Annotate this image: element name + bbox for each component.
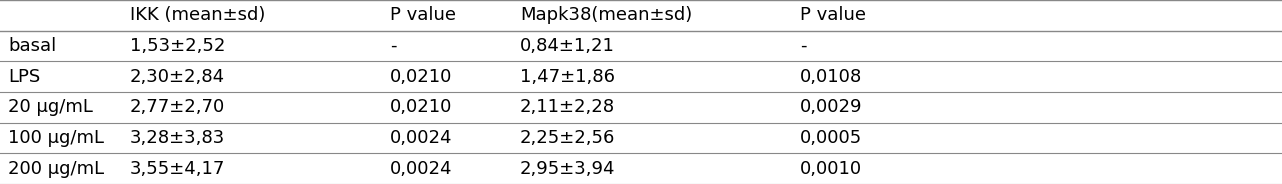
Text: -: -: [390, 37, 396, 55]
Text: basal: basal: [8, 37, 56, 55]
Text: 1,47±1,86: 1,47±1,86: [520, 68, 615, 86]
Text: Mapk38(mean±sd): Mapk38(mean±sd): [520, 6, 692, 24]
Text: 2,95±3,94: 2,95±3,94: [520, 160, 615, 178]
Text: 2,25±2,56: 2,25±2,56: [520, 129, 615, 147]
Text: 0,0024: 0,0024: [390, 129, 453, 147]
Text: 3,28±3,83: 3,28±3,83: [129, 129, 226, 147]
Text: 0,0108: 0,0108: [800, 68, 863, 86]
Text: 1,53±2,52: 1,53±2,52: [129, 37, 226, 55]
Text: 3,55±4,17: 3,55±4,17: [129, 160, 226, 178]
Text: -: -: [800, 37, 806, 55]
Text: 0,0010: 0,0010: [800, 160, 862, 178]
Text: 0,84±1,21: 0,84±1,21: [520, 37, 615, 55]
Text: LPS: LPS: [8, 68, 40, 86]
Text: P value: P value: [390, 6, 456, 24]
Text: 20 µg/mL: 20 µg/mL: [8, 98, 92, 116]
Text: 2,30±2,84: 2,30±2,84: [129, 68, 226, 86]
Text: 0,0210: 0,0210: [390, 68, 453, 86]
Text: 2,77±2,70: 2,77±2,70: [129, 98, 226, 116]
Text: 0,0005: 0,0005: [800, 129, 863, 147]
Text: 2,11±2,28: 2,11±2,28: [520, 98, 615, 116]
Text: 0,0029: 0,0029: [800, 98, 863, 116]
Text: 100 µg/mL: 100 µg/mL: [8, 129, 104, 147]
Text: 0,0210: 0,0210: [390, 98, 453, 116]
Text: 0,0024: 0,0024: [390, 160, 453, 178]
Text: 200 µg/mL: 200 µg/mL: [8, 160, 104, 178]
Text: P value: P value: [800, 6, 867, 24]
Text: IKK (mean±sd): IKK (mean±sd): [129, 6, 265, 24]
